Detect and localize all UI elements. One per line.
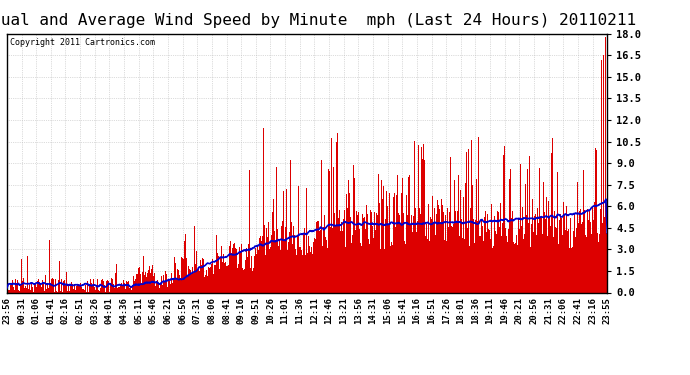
Text: Copyright 2011 Cartronics.com: Copyright 2011 Cartronics.com — [10, 38, 155, 46]
Text: Actual and Average Wind Speed by Minute  mph (Last 24 Hours) 20110211: Actual and Average Wind Speed by Minute … — [0, 13, 635, 28]
